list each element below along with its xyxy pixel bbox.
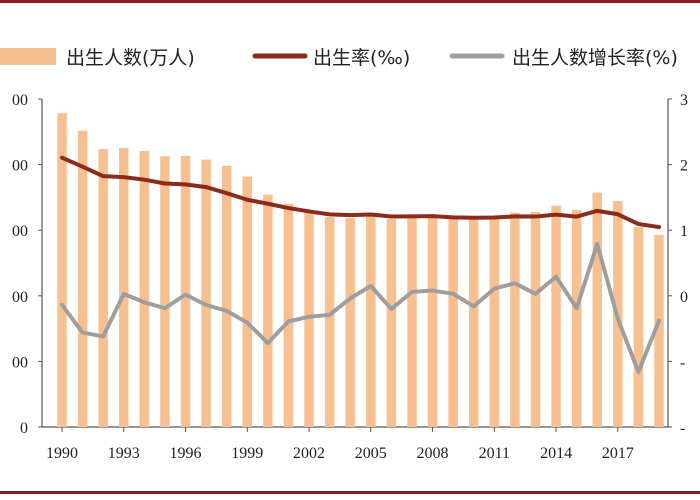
- x-tick-label: 2017: [602, 445, 634, 462]
- top-border: [0, 0, 700, 3]
- x-tick-label: 2008: [417, 445, 449, 462]
- x-tick-label: 1996: [170, 445, 202, 462]
- left-tick-label: 00: [12, 289, 28, 306]
- bar-2014: [551, 205, 561, 427]
- x-tick-label: 1990: [46, 445, 78, 462]
- right-tick-label: 0: [680, 289, 688, 306]
- legend-label-birth-rate: 出生率(‰): [313, 47, 410, 69]
- legend: 出生人数(万人) 出生率(‰) 出生人数增长率(%): [0, 47, 678, 69]
- bar-2004: [345, 218, 355, 427]
- bar-2011: [489, 216, 500, 427]
- bar-2003: [324, 217, 335, 427]
- bar-1997: [201, 159, 211, 428]
- series-line-2: [60, 241, 661, 374]
- bar-2015: [571, 209, 582, 427]
- x-tick-label: 2002: [293, 445, 325, 462]
- legend-swatch-births: [0, 48, 56, 65]
- bar-2018: [633, 227, 644, 427]
- legend-label-births: 出生人数(万人): [66, 47, 195, 69]
- bar-2006: [386, 219, 397, 427]
- bar-1992: [98, 148, 108, 428]
- right-tick-label: 2: [680, 158, 688, 175]
- lines-group: [60, 155, 661, 374]
- right-tick-label: 1: [680, 223, 688, 240]
- bottom-border: [0, 491, 700, 494]
- right-tick-label: -: [680, 420, 685, 437]
- right-axis-ticks: - - 0 1 2 3: [668, 92, 688, 437]
- right-tick-label: -: [680, 354, 685, 371]
- left-tick-label: 00: [12, 158, 28, 175]
- x-tick-label: 2005: [355, 445, 387, 462]
- bar-2002: [304, 210, 314, 427]
- bar-2001: [283, 203, 294, 427]
- bar-1998: [221, 165, 232, 427]
- bar-1996: [180, 155, 191, 427]
- left-tick-label: 0: [20, 420, 28, 437]
- bar-2013: [530, 211, 541, 427]
- bar-2007: [407, 217, 417, 427]
- x-tick-label: 2011: [479, 445, 510, 462]
- left-tick-label: 00: [12, 223, 28, 240]
- x-tick-label: 2014: [540, 445, 572, 462]
- x-tick-label: 1999: [231, 445, 263, 462]
- bar-1999: [242, 176, 253, 427]
- series-line-1: [60, 155, 661, 230]
- right-tick-label: 3: [680, 92, 688, 109]
- bar-2019: [654, 234, 664, 427]
- x-tick-label: 1993: [108, 445, 140, 462]
- bar-1991: [77, 130, 88, 427]
- legend-label-growth: 出生人数增长率(%): [512, 47, 678, 69]
- bar-2009: [448, 218, 458, 427]
- bars-group: [57, 113, 664, 428]
- bar-1993: [119, 148, 129, 427]
- bar-2008: [427, 216, 438, 427]
- bar-2012: [510, 212, 520, 427]
- bar-2005: [366, 214, 376, 427]
- bar-1994: [139, 150, 150, 427]
- left-tick-label: 00: [12, 354, 28, 371]
- bar-1990: [57, 113, 67, 428]
- bar-2000: [263, 194, 273, 427]
- bar-1995: [160, 156, 170, 427]
- bar-2010: [468, 218, 479, 427]
- x-axis-ticks: 1990 1993 1996 1999 2002 2005 2008 2011 2014 2017: [46, 427, 634, 462]
- bar-2016: [592, 192, 602, 427]
- left-tick-label: 00: [12, 92, 28, 109]
